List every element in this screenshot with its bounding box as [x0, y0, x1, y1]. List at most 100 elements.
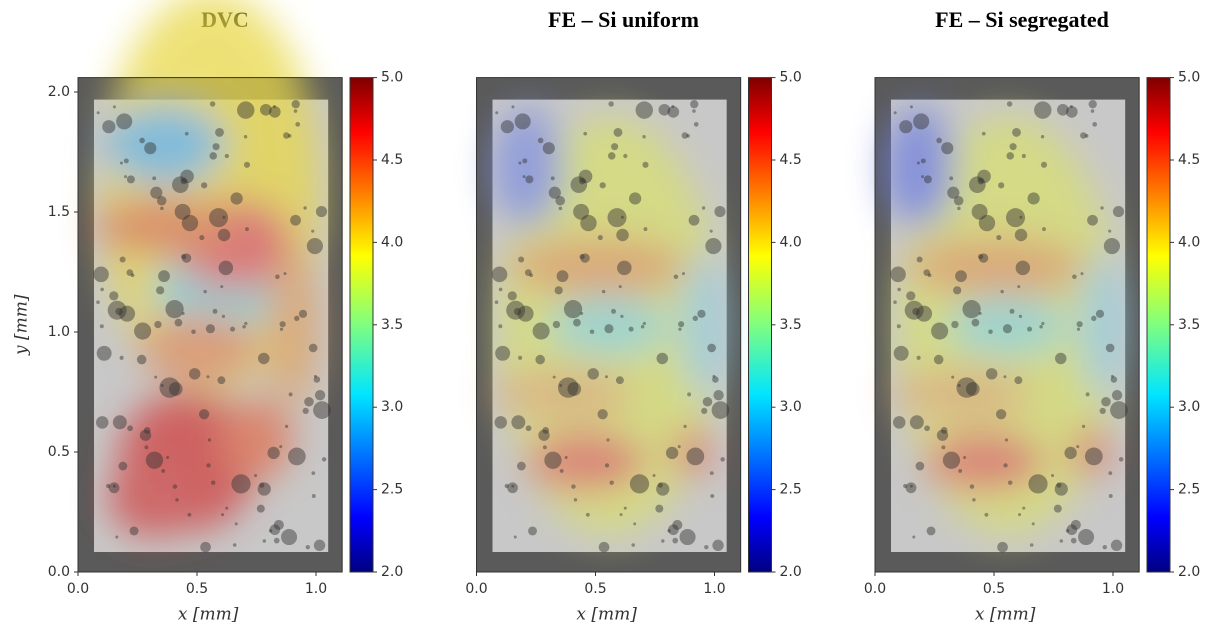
particle	[1118, 457, 1124, 462]
particle	[209, 101, 216, 107]
particle	[311, 494, 316, 498]
particle	[1103, 237, 1121, 255]
particle	[279, 327, 284, 331]
particle	[686, 134, 690, 138]
particle	[1078, 528, 1095, 546]
field-blob	[671, 427, 712, 478]
particle	[115, 535, 119, 539]
particle	[923, 175, 932, 184]
particle	[604, 375, 608, 379]
particle	[953, 195, 964, 206]
colorbar-tick-label: 5.0	[381, 70, 403, 86]
field-blob	[139, 313, 260, 384]
particle	[150, 186, 163, 199]
particle	[608, 101, 614, 107]
particle	[687, 392, 692, 397]
colorbar	[1146, 77, 1171, 573]
particle	[313, 401, 331, 419]
particle	[544, 451, 562, 469]
particle	[578, 169, 593, 184]
particle	[931, 322, 949, 340]
particle	[971, 318, 980, 327]
particle	[1039, 325, 1043, 329]
particle	[511, 105, 515, 109]
particle	[557, 377, 579, 398]
colorbar-tick-label: 2.5	[381, 482, 403, 498]
particle	[267, 446, 280, 460]
particle	[599, 182, 606, 189]
particle	[281, 528, 298, 546]
particle	[587, 368, 599, 380]
particle	[1027, 326, 1033, 332]
x-axis-label: x [mm]	[178, 605, 239, 625]
particle	[93, 266, 109, 283]
y-tick-label: 2.0	[48, 84, 70, 100]
particle	[313, 376, 321, 383]
particle	[1092, 122, 1098, 127]
axes-frame	[476, 77, 742, 573]
particle	[1042, 227, 1046, 232]
field-overlay	[884, 107, 1122, 536]
particle	[1027, 192, 1040, 205]
particle	[977, 254, 984, 260]
particle	[1110, 539, 1123, 552]
particle	[498, 324, 503, 329]
particle	[303, 206, 307, 210]
particle	[254, 474, 258, 478]
particle	[1021, 153, 1026, 159]
particle	[628, 326, 634, 332]
particle	[570, 176, 588, 194]
particle	[642, 135, 646, 139]
field-blob	[107, 457, 198, 538]
field-blob	[268, 245, 319, 406]
particle	[554, 286, 563, 295]
particle	[172, 484, 178, 489]
particle	[542, 142, 555, 155]
particle	[579, 254, 585, 260]
particle	[589, 329, 595, 335]
particle	[580, 214, 597, 232]
particle	[656, 352, 669, 365]
particle	[96, 345, 112, 361]
particle	[524, 269, 532, 276]
particle	[709, 229, 713, 233]
particle	[152, 176, 157, 181]
particle	[1076, 327, 1081, 331]
particle	[218, 260, 234, 276]
particle	[656, 482, 670, 496]
particle	[671, 105, 675, 109]
particle	[613, 127, 623, 137]
particle	[655, 504, 664, 513]
particle	[1053, 504, 1062, 513]
colorbar-tick-label: 5.0	[1178, 70, 1200, 86]
particle	[126, 175, 135, 184]
particle	[158, 270, 170, 283]
particle	[559, 383, 563, 387]
particle	[720, 457, 725, 462]
particle	[1080, 132, 1087, 139]
particle	[550, 176, 555, 181]
particle	[287, 447, 306, 466]
particle	[640, 325, 645, 329]
particle	[258, 352, 270, 365]
particle	[506, 300, 526, 320]
particle	[1029, 543, 1034, 547]
particle	[172, 176, 189, 194]
particle	[518, 256, 525, 263]
particle	[681, 272, 685, 276]
particle	[500, 120, 514, 134]
particle	[1002, 324, 1012, 334]
colorbar-tick-label: 3.0	[381, 399, 403, 415]
particle	[294, 315, 300, 322]
field-blob	[906, 236, 1087, 297]
particle	[1006, 152, 1014, 160]
particle	[184, 131, 189, 136]
particle	[269, 524, 281, 536]
particle	[611, 143, 619, 151]
particle	[893, 345, 909, 361]
field-blob	[884, 107, 955, 228]
particle	[1014, 376, 1023, 385]
particle	[609, 480, 614, 485]
particle	[921, 175, 925, 179]
particle	[109, 291, 119, 301]
